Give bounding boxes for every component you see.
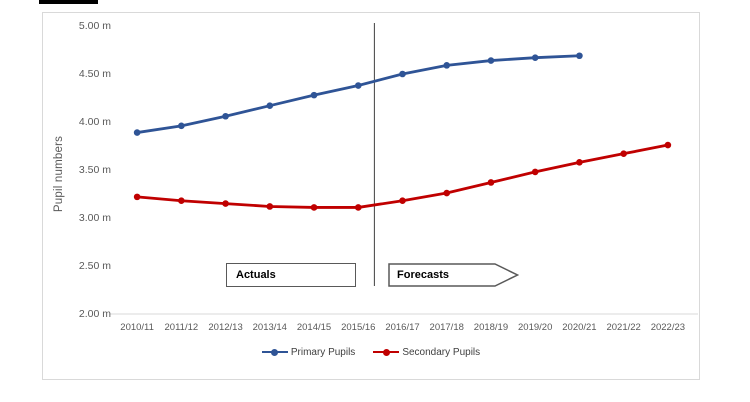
legend-item-secondary: Secondary Pupils [373,347,480,358]
secondary-series-point [531,168,539,176]
legend-item-primary: Primary Pupils [261,346,356,358]
y-tick-label: 2.50 m [78,260,111,272]
secondary-series-point [576,159,583,166]
secondary-series-point [266,203,274,210]
secondary-series-point [222,200,229,207]
chart-frame: Pupil numbers 5.00 m 4.50 m 4.00 m 3.50 m 3.… [42,12,700,380]
primary-series-point [266,102,274,109]
plot-svg [110,23,698,315]
x-tick-label: 2018/19 [473,322,509,333]
x-tick-label: 2012/13 [208,322,243,333]
y-tick-label: 4.00 m [78,116,111,128]
x-tick-label: 2017/18 [429,322,464,333]
secondary-series-legend-marker-icon [373,348,400,356]
primary-series-line [135,54,581,134]
primary-series-point [576,52,583,60]
primary-series-point [487,57,495,64]
top-black-bar [39,0,98,4]
y-tick-label: 4.50 m [78,68,111,80]
secondary-series-point [487,179,495,186]
secondary-series-point [399,197,406,205]
legend: Primary Pupils Secondary Pupils [43,344,699,360]
x-tick-label: 2014/15 [296,322,332,333]
primary-series-legend-marker-icon [261,348,288,356]
y-tick-label: 5.00 m [78,20,111,32]
x-tick-label: 2021/22 [606,322,641,333]
x-tick-label: 2013/14 [252,322,287,333]
actuals-box: Actuals [226,263,356,287]
primary-series-point [222,112,229,120]
primary-series-point [354,82,362,89]
secondary-series-point [133,193,141,201]
x-tick-label: 2011/12 [164,322,199,333]
forecasts-label: Forecasts [397,269,449,281]
primary-series-point [399,70,406,78]
primary-series-point [178,122,185,130]
actuals-label: Actuals [236,269,276,281]
legend-label-primary: Primary Pupils [290,346,356,358]
y-tick-label: 2.00 m [78,308,111,320]
secondary-series-point [443,189,451,197]
x-tick-label: 2020/21 [562,322,597,333]
y-tick-label: 3.00 m [78,212,111,224]
x-tick-label: 2010/11 [120,322,154,333]
primary-series-point [133,129,141,136]
forecasts-box: Forecasts [388,263,519,287]
primary-series-point [310,91,318,99]
x-tick-label: 2016/17 [385,322,420,333]
x-tick-label: 2015/16 [341,322,376,333]
primary-series-point [443,62,451,69]
secondary-series-point [310,204,318,211]
x-tick-label: 2022/23 [650,322,686,333]
y-tick-label: 3.50 m [78,164,111,176]
legend-label-secondary: Secondary Pupils [402,346,481,358]
primary-series-point [531,54,539,61]
secondary-series-point [178,197,185,205]
secondary-series-point [354,204,362,211]
x-tick-label: 2019/20 [518,322,553,333]
forecasts-arrow-shape [388,263,519,287]
secondary-series-point [620,150,627,157]
secondary-series-point [664,141,672,149]
